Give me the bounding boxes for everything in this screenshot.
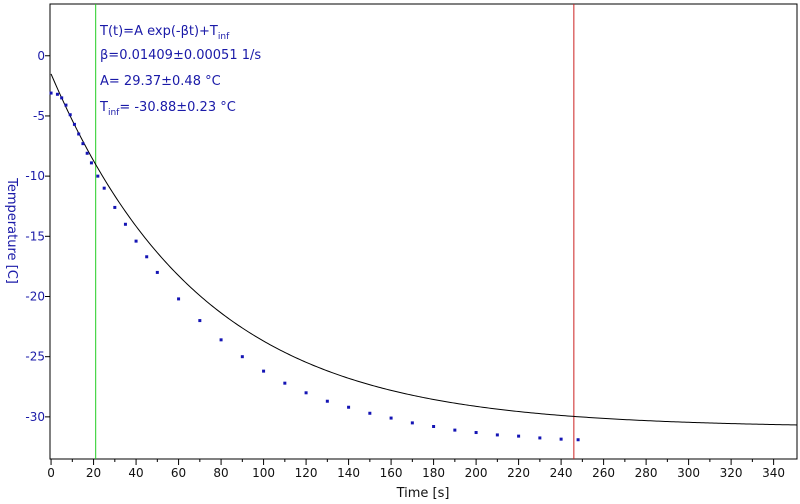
data-point	[177, 297, 181, 301]
annotation-tinf: Tinf= -30.88±0.23 °C	[99, 100, 236, 118]
data-point	[102, 186, 106, 190]
data-point	[559, 437, 563, 441]
data-point	[134, 239, 138, 243]
y-tick-label: -30	[25, 410, 45, 424]
x-axis-label: Time [s]	[396, 486, 450, 501]
plot-frame	[49, 3, 798, 460]
y-tick-label: -10	[25, 169, 45, 183]
x-tick-label: 160	[380, 466, 403, 480]
data-point	[495, 433, 499, 437]
data-point	[68, 113, 72, 117]
annotation-a: A= 29.37±0.48 °C	[100, 74, 221, 89]
y-tick-label: 0	[37, 49, 45, 63]
data-point	[517, 434, 521, 438]
x-tick-label: 60	[171, 466, 186, 480]
data-point	[453, 428, 457, 432]
data-point	[325, 399, 329, 403]
data-point	[85, 151, 89, 155]
data-point	[474, 431, 478, 435]
data-point	[304, 391, 308, 395]
x-tick-label: 0	[47, 466, 55, 480]
x-tick-label: 220	[507, 466, 530, 480]
data-point	[576, 438, 580, 442]
x-tick-label: 200	[465, 466, 488, 480]
data-point	[198, 319, 202, 323]
data-point	[123, 222, 127, 226]
annotation-formula: T(t)=A exp(-βt)+Tinf	[99, 24, 230, 42]
data-point	[145, 255, 149, 259]
data-point	[262, 369, 266, 373]
data-point	[347, 405, 351, 409]
data-point	[410, 421, 414, 425]
x-tick-label: 100	[252, 466, 275, 480]
x-tick-label: 120	[295, 466, 318, 480]
y-tick-label: -20	[25, 290, 45, 304]
fit-curve	[50, 73, 798, 426]
data-point	[538, 436, 542, 440]
data-point	[432, 425, 436, 428]
x-tick-label: 260	[592, 466, 615, 480]
data-point	[219, 338, 223, 342]
x-tick-label: 140	[337, 466, 360, 480]
y-tick-label: -5	[33, 109, 45, 123]
annotation-beta: β=0.01409±0.00051 1/s	[100, 48, 261, 63]
data-point	[283, 381, 287, 385]
y-tick-label: -15	[25, 229, 45, 243]
data-point	[60, 96, 64, 100]
x-tick-label: 300	[677, 466, 700, 480]
y-axis-label: Temperature [C]	[4, 177, 19, 284]
data-point	[240, 355, 244, 359]
data-point	[77, 132, 81, 136]
y-tick-label: -25	[25, 350, 45, 364]
data-point	[368, 411, 372, 415]
data-point	[55, 92, 59, 96]
x-tick-label: 80	[213, 466, 228, 480]
data-point	[89, 161, 93, 165]
data-point	[49, 91, 53, 95]
x-tick-label: 320	[720, 466, 743, 480]
data-point	[64, 103, 68, 107]
x-tick-label: 240	[550, 466, 573, 480]
x-tick-label: 280	[635, 466, 658, 480]
data-point	[81, 142, 85, 146]
data-point	[96, 174, 100, 178]
x-tick-label: 40	[128, 466, 143, 480]
x-tick-label: 180	[422, 466, 445, 480]
x-tick-label: 340	[762, 466, 785, 480]
chart-marks: 0 20 40 60 80 100 120 140 160 180 200 220 240 260 280 3…	[25, 4, 798, 480]
data-point	[155, 270, 159, 274]
data-point	[113, 205, 117, 209]
x-tick-label: 20	[86, 466, 101, 480]
data-point	[72, 122, 76, 126]
data-point	[389, 416, 393, 420]
